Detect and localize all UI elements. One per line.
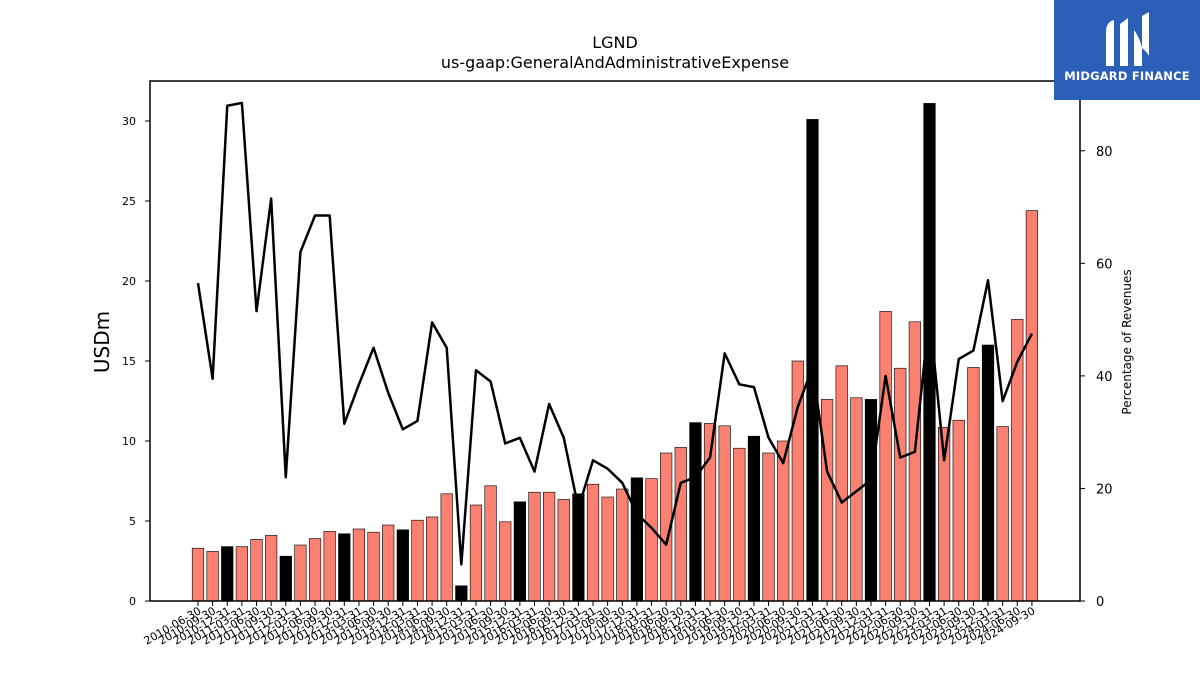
bar bbox=[806, 119, 819, 602]
y-tick-label-left: 10 bbox=[122, 435, 136, 448]
bar bbox=[279, 555, 292, 602]
bar bbox=[718, 425, 731, 602]
bar bbox=[294, 544, 307, 602]
bar bbox=[996, 426, 1009, 602]
bar bbox=[674, 447, 687, 602]
bar-series bbox=[191, 103, 1039, 602]
bar bbox=[191, 547, 205, 602]
y-tick-label-right: 0 bbox=[1096, 595, 1104, 610]
bar bbox=[528, 491, 541, 602]
bar bbox=[747, 435, 761, 602]
y-tick-label-left: 5 bbox=[129, 515, 136, 528]
bar bbox=[455, 585, 468, 602]
bar bbox=[484, 485, 497, 602]
y-tick-label-right: 80 bbox=[1096, 145, 1113, 160]
bar bbox=[235, 546, 248, 602]
left-axis: 0 5 10 15 20 25 30 bbox=[122, 115, 150, 608]
bar bbox=[601, 496, 614, 602]
bar bbox=[221, 546, 234, 602]
y-tick-label-left: 15 bbox=[122, 355, 136, 368]
bar bbox=[733, 447, 746, 602]
bar bbox=[689, 422, 702, 602]
bar bbox=[499, 521, 512, 602]
bar bbox=[338, 533, 351, 602]
bar bbox=[835, 365, 848, 602]
plot-frame bbox=[149, 80, 1081, 602]
bar bbox=[323, 531, 336, 602]
y-tick-label-left: 30 bbox=[122, 115, 136, 128]
bar bbox=[425, 516, 439, 602]
bar bbox=[206, 551, 219, 602]
y-tick-label-left: 20 bbox=[122, 275, 136, 288]
bar bbox=[411, 519, 424, 602]
line-series bbox=[196, 101, 1034, 566]
bar bbox=[981, 344, 995, 602]
bar bbox=[543, 491, 556, 602]
right-axis: 0 20 40 60 80 bbox=[1080, 145, 1113, 610]
chart-subtitle: us-gaap:GeneralAndAdministrativeExpense bbox=[440, 53, 790, 72]
bar bbox=[382, 524, 395, 602]
y-tick-label-left: 25 bbox=[122, 195, 136, 208]
y-tick-label-right: 60 bbox=[1096, 257, 1113, 272]
pct-revenue-line bbox=[196, 101, 1034, 566]
bar bbox=[1025, 210, 1039, 602]
bar bbox=[864, 399, 878, 602]
bar bbox=[352, 528, 366, 602]
bar bbox=[557, 499, 570, 602]
bar bbox=[777, 440, 790, 602]
bar bbox=[367, 531, 380, 602]
bar bbox=[820, 399, 834, 602]
y-tick-label-left: 0 bbox=[129, 595, 136, 608]
bar bbox=[586, 483, 600, 602]
bar bbox=[952, 419, 965, 602]
y-axis-label-left: USDm bbox=[90, 310, 114, 374]
bar bbox=[469, 504, 483, 602]
bar bbox=[850, 397, 863, 602]
chart-title: LGND bbox=[592, 33, 638, 52]
bar bbox=[265, 535, 278, 602]
brand-logo: MIDGARD FINANCE bbox=[1054, 0, 1200, 100]
y-axis-label-right: Percentage of Revenues bbox=[1120, 269, 1134, 415]
bar bbox=[894, 367, 907, 602]
bar bbox=[513, 501, 526, 602]
bar bbox=[762, 452, 775, 602]
bar bbox=[630, 477, 643, 602]
bar bbox=[440, 493, 453, 602]
bar bbox=[967, 367, 980, 602]
bar bbox=[396, 529, 409, 602]
bar bbox=[572, 493, 585, 602]
bar bbox=[645, 478, 658, 602]
brand-name: MIDGARD FINANCE bbox=[1064, 69, 1190, 83]
brand-mark-icon bbox=[1106, 12, 1149, 66]
bar bbox=[250, 539, 263, 602]
x-axis: 2010-06-302010-09-302010-12-312011-03-31… bbox=[142, 601, 1037, 648]
y-tick-label-right: 20 bbox=[1096, 482, 1113, 497]
bar bbox=[879, 311, 892, 602]
bar bbox=[308, 538, 322, 602]
bar bbox=[616, 488, 629, 602]
bar bbox=[908, 321, 921, 602]
y-tick-label-right: 40 bbox=[1096, 370, 1113, 385]
